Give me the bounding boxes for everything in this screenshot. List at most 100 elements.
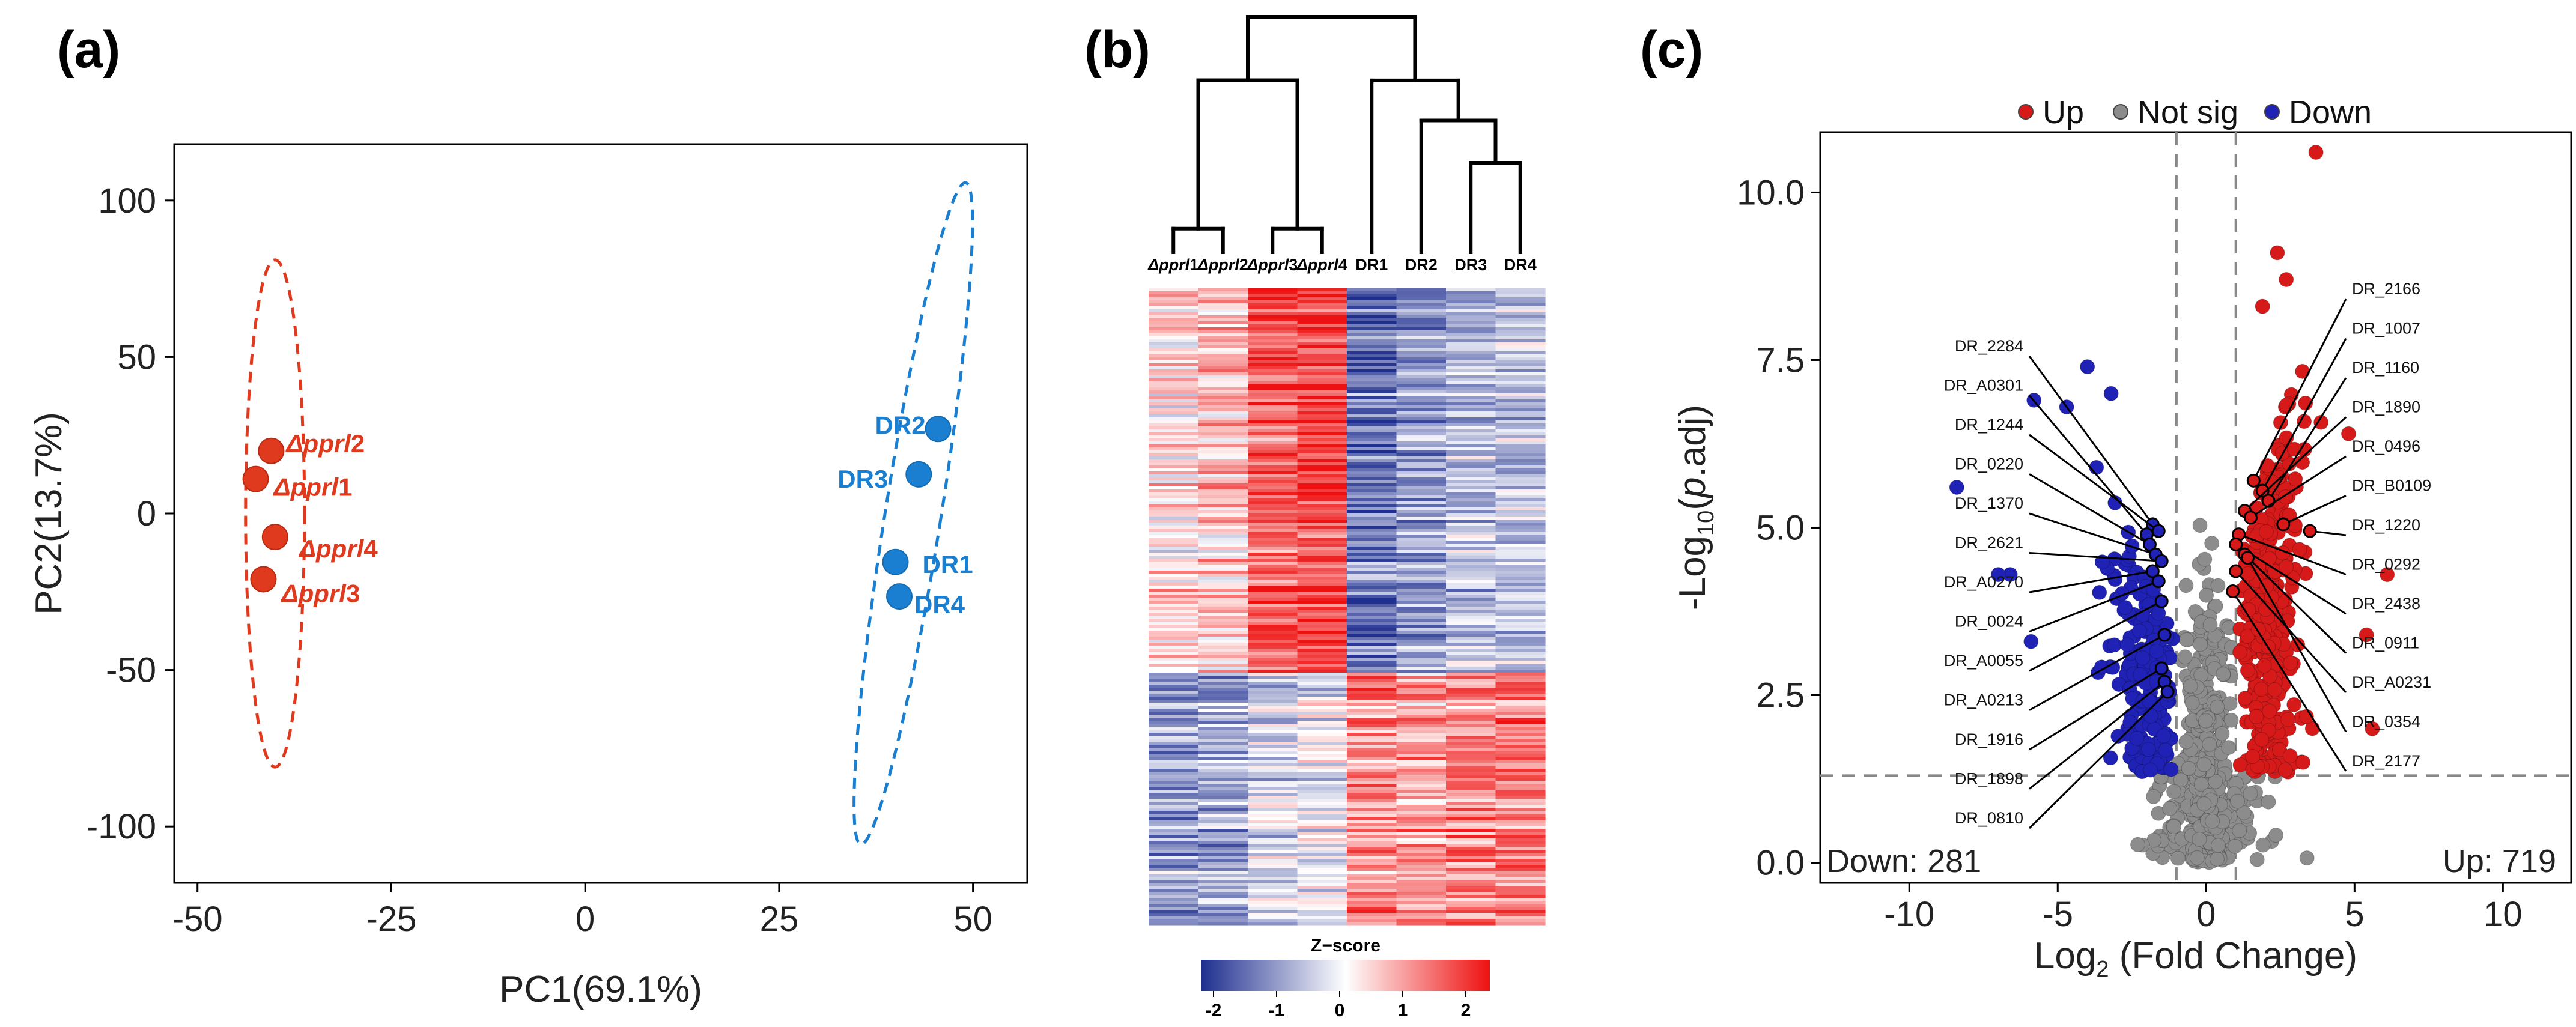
heatmap-cell: [1446, 529, 1496, 532]
pca-label-num: 4: [363, 535, 378, 563]
heatmap-cell: [1396, 504, 1447, 508]
heatmap-cell: [1396, 369, 1447, 373]
heatmap-cell: [1149, 360, 1199, 364]
heatmap-cell: [1198, 676, 1248, 679]
heatmap-cell: [1149, 685, 1199, 688]
heatmap-cell: [1396, 580, 1447, 583]
up-regulated-point: [2270, 245, 2285, 261]
heatmap-cell: [1495, 652, 1546, 655]
heatmap-cell: [1149, 661, 1199, 664]
heatmap-cell: [1297, 784, 1347, 787]
heatmap-cell: [1495, 339, 1546, 343]
heatmap-cell: [1297, 712, 1347, 715]
heatmap-cell: [1347, 529, 1397, 532]
heatmap-cell: [1149, 787, 1199, 790]
heatmap-cell: [1297, 817, 1347, 820]
heatmap-cell: [1149, 781, 1199, 784]
heatmap-cell: [1446, 802, 1496, 805]
pca-point: [261, 524, 288, 551]
heatmap-cell: [1347, 486, 1397, 490]
heatmap-cell: [1495, 691, 1546, 694]
heatmap-cell: [1495, 459, 1546, 463]
heatmap-cell: [1198, 706, 1248, 709]
heatmap-cell: [1446, 787, 1496, 790]
heatmap-cell: [1149, 757, 1199, 760]
heatmap-cell: [1495, 390, 1546, 394]
heatmap-cell: [1446, 811, 1496, 814]
heatmap-cell: [1198, 405, 1248, 409]
heatmap-cell: [1446, 526, 1496, 529]
column-label-num: 1: [1189, 256, 1198, 274]
heatmap-cell: [1198, 652, 1248, 655]
down-regulated-point: [2107, 637, 2122, 653]
heatmap-cell: [1347, 420, 1397, 424]
heatmap-cell: [1347, 913, 1397, 916]
heatmap-cell: [1248, 459, 1298, 463]
heatmap-cell: [1396, 300, 1447, 304]
heatmap-cell: [1495, 628, 1546, 631]
heatmap-cell: [1347, 817, 1397, 820]
heatmap-cell: [1347, 489, 1397, 493]
down-regulated-point: [2140, 742, 2156, 757]
volcano-plot: Up Not sig Down DR_2284DR_A0301DR_1244DR_0…: [1672, 94, 2572, 982]
heatmap-cell: [1495, 471, 1546, 475]
heatmap-cell: [1248, 580, 1298, 583]
heatmap-cell: [1396, 886, 1447, 889]
heatmap-cell: [1446, 556, 1496, 559]
heatmap-cell: [1297, 859, 1347, 862]
heatmap-cell: [1248, 856, 1298, 859]
heatmap-cell: [1198, 592, 1248, 595]
heatmap-cell: [1446, 342, 1496, 346]
heatmap-cell: [1347, 850, 1397, 853]
heatmap-cell: [1248, 694, 1298, 697]
heatmap-cell: [1396, 805, 1447, 808]
heatmap-cell: [1149, 405, 1199, 409]
heatmap-cell: [1446, 420, 1496, 424]
heatmap-cell: [1495, 880, 1546, 883]
heatmap-cell: [1495, 847, 1546, 850]
heatmap-cell: [1396, 607, 1447, 610]
down-regulated-point: [2156, 728, 2172, 744]
heatmap-cell: [1149, 625, 1199, 628]
heatmap-cell: [1248, 727, 1298, 730]
heatmap-cell: [1446, 306, 1496, 310]
heatmap-cell: [1446, 667, 1496, 670]
heatmap-cell: [1347, 832, 1397, 835]
heatmap-cell: [1446, 459, 1496, 463]
heatmap-cell: [1149, 598, 1199, 601]
heatmap-cell: [1347, 432, 1397, 436]
heatmap-cell: [1495, 586, 1546, 589]
heatmap-cell: [1396, 733, 1447, 736]
heatmap-cell: [1446, 423, 1496, 427]
heatmap-cell: [1347, 315, 1397, 319]
heatmap-cell: [1446, 598, 1496, 601]
heatmap-cell: [1446, 658, 1496, 661]
heatmap-cell: [1149, 450, 1199, 454]
heatmap-cell: [1347, 886, 1397, 889]
heatmap-cell: [1495, 718, 1546, 721]
heatmap-cell: [1198, 763, 1248, 766]
heatmap-cell: [1198, 883, 1248, 886]
heatmap-cell: [1396, 523, 1447, 526]
heatmap-cell: [1297, 823, 1347, 826]
heatmap-cell: [1198, 303, 1248, 307]
pca-point: [258, 437, 285, 464]
heatmap-cell: [1396, 919, 1447, 922]
heatmap-cell: [1149, 571, 1199, 574]
heatmap-cell: [1198, 664, 1248, 667]
heatmap-cell: [1248, 691, 1298, 694]
heatmap-cell: [1297, 892, 1347, 895]
not-significant-point: [2189, 850, 2205, 865]
heatmap-cell: [1198, 715, 1248, 718]
heatmap-cell: [1396, 408, 1447, 412]
gene-label: DR_1007: [2352, 320, 2420, 338]
gene-label: DR_1220: [2352, 516, 2420, 534]
not-significant-point: [2192, 518, 2208, 533]
heatmap-cell: [1446, 721, 1496, 724]
heatmap-cell: [1198, 562, 1248, 565]
heatmap-cell: [1248, 429, 1298, 433]
heatmap-cell: [1446, 835, 1496, 838]
heatmap-cell: [1446, 351, 1496, 355]
heatmap-cell: [1446, 375, 1496, 379]
labeled-gene-point: [2157, 628, 2172, 642]
